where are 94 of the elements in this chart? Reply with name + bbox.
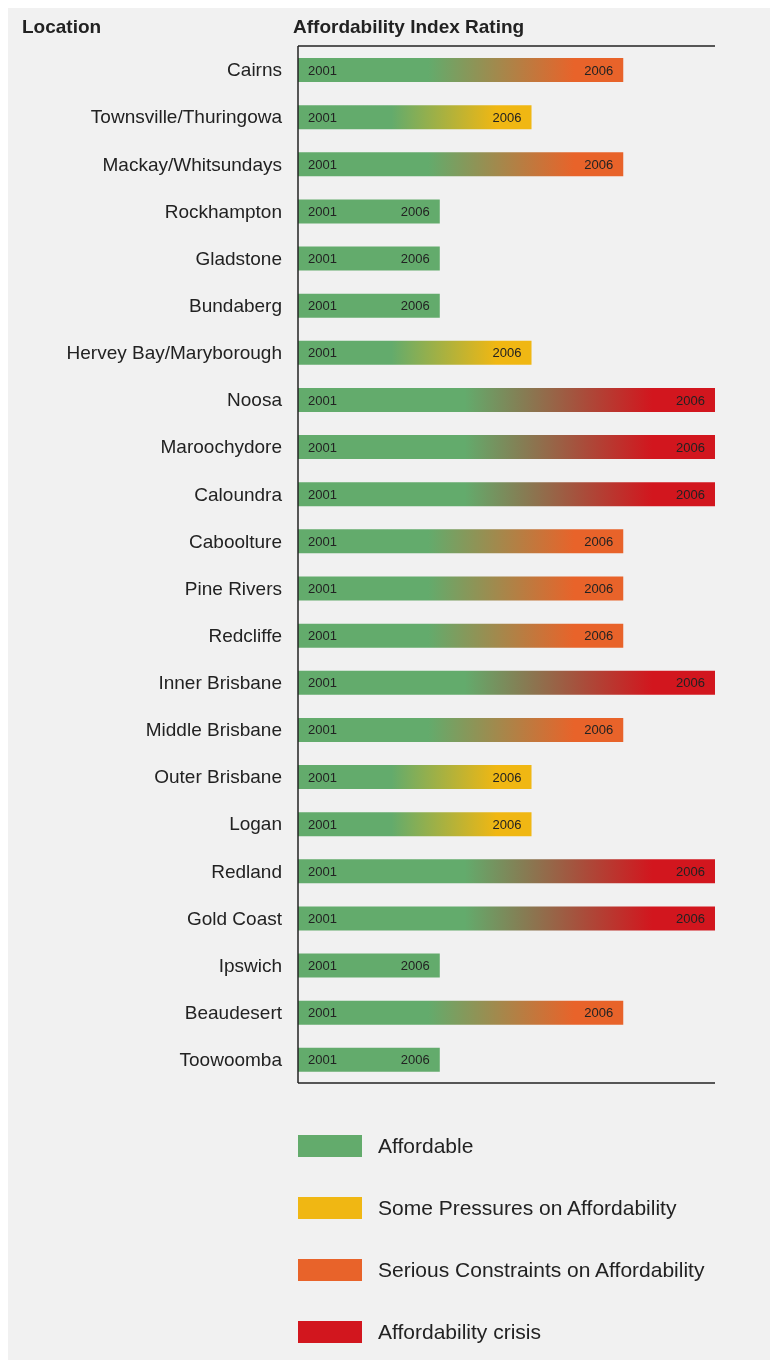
- annotation: 2006: [584, 581, 614, 597]
- bar: [298, 953, 440, 978]
- y-tick-label: Bundaberg: [189, 294, 282, 316]
- annotation: 2006: [400, 1052, 430, 1068]
- y-tick-label: Pine Rivers: [184, 577, 282, 599]
- bar: [298, 765, 532, 790]
- annotation: 2001: [308, 675, 337, 691]
- annotation: 2001: [308, 62, 337, 78]
- annotation: 2006: [584, 1005, 614, 1021]
- bar: [298, 717, 624, 742]
- annotation: 2006: [676, 863, 705, 879]
- bar: [298, 58, 624, 82]
- annotation: 2006: [400, 298, 430, 314]
- chart-title: Affordability Index Rating: [293, 16, 525, 38]
- bar: [298, 482, 715, 507]
- bar: [298, 199, 440, 224]
- annotation: 2001: [308, 533, 337, 549]
- annotation: 2001: [308, 863, 337, 879]
- bar: [298, 906, 715, 931]
- bar: [298, 105, 532, 130]
- annotation: 2006: [676, 392, 705, 408]
- bar: [298, 1000, 624, 1025]
- annotation: 2006: [584, 533, 614, 549]
- bar: [298, 152, 624, 177]
- y-tick-label: Logan: [229, 813, 282, 835]
- bar: [298, 1047, 440, 1072]
- bar: [298, 812, 532, 837]
- annotation: 2006: [584, 156, 614, 172]
- annotation: 2001: [308, 156, 337, 172]
- annotation: 2006: [400, 203, 430, 219]
- annotation: 2001: [308, 816, 337, 832]
- bar: [298, 340, 532, 365]
- y-tick-label: Redcliffe: [208, 624, 282, 646]
- annotation: 2001: [308, 911, 337, 927]
- annotation: 2006: [400, 958, 430, 974]
- annotation: 2001: [308, 251, 337, 267]
- annotation: 2001: [308, 722, 337, 738]
- annotation: 2001: [308, 581, 337, 597]
- y-tick-label: Inner Brisbane: [158, 672, 282, 694]
- legend-label: Affordability crisis: [378, 1320, 541, 1344]
- y-tick-label: Cairns: [227, 59, 282, 81]
- y-tick-label: Mackay/Whitsundays: [102, 153, 282, 175]
- annotation: 2006: [584, 722, 614, 738]
- annotation: 2001: [308, 203, 337, 219]
- annotation: 2006: [584, 628, 614, 644]
- y-tick-label: Beaudesert: [184, 1002, 283, 1024]
- bar: [298, 670, 715, 695]
- y-tick-label: Middle Brisbane: [145, 719, 282, 741]
- annotation: 2001: [308, 298, 337, 314]
- legend-label: Serious Constraints on Affordability: [378, 1258, 705, 1282]
- bar: [298, 293, 440, 318]
- y-tick-label: Outer Brisbane: [154, 766, 282, 788]
- y-tick-label: Toowoomba: [179, 1049, 283, 1071]
- y-tick-label: Redland: [211, 860, 282, 882]
- annotation: 2006: [492, 345, 522, 361]
- y-tick-label: Townsville/Thuringowa: [90, 106, 283, 128]
- annotation: 2006: [492, 816, 522, 832]
- bar: [298, 576, 624, 601]
- annotation: 2006: [492, 769, 522, 785]
- bar: [298, 623, 624, 648]
- annotation: 2006: [676, 675, 705, 691]
- y-axis-title: Location: [22, 16, 102, 38]
- annotation: 2001: [308, 109, 337, 125]
- bar: [298, 387, 715, 412]
- y-tick-label: Gladstone: [195, 247, 282, 269]
- annotation: 2001: [308, 1052, 337, 1068]
- bar: [298, 529, 624, 554]
- annotation: 2006: [676, 486, 705, 502]
- annotation: 2006: [676, 911, 705, 927]
- y-tick-label: Caloundra: [194, 483, 283, 505]
- annotation: 2006: [400, 251, 430, 267]
- annotation: 2001: [308, 1005, 337, 1021]
- y-tick-label: Ipswich: [218, 954, 282, 976]
- annotation: 2001: [308, 769, 337, 785]
- y-tick-label: Maroochydore: [160, 436, 282, 458]
- annotation: 2006: [676, 439, 705, 455]
- annotation: 2001: [308, 392, 337, 408]
- annotation: 2001: [308, 628, 337, 644]
- y-tick-label: Caboolture: [189, 530, 282, 552]
- bar: [298, 246, 440, 271]
- annotation: 2001: [308, 958, 337, 974]
- y-tick-label: Noosa: [227, 389, 283, 411]
- legend-label: Some Pressures on Affordability: [378, 1196, 677, 1220]
- annotation: 2006: [492, 109, 522, 125]
- annotation: 2001: [308, 439, 337, 455]
- bar: [298, 435, 715, 460]
- bar: [298, 859, 715, 884]
- y-tick-label: Hervey Bay/Maryborough: [66, 342, 282, 364]
- y-tick-label: Rockhampton: [164, 200, 282, 222]
- annotation: 2001: [308, 486, 337, 502]
- legend-label: Affordable: [378, 1134, 474, 1158]
- annotation: 2001: [308, 345, 337, 361]
- y-tick-label: Gold Coast: [186, 907, 283, 929]
- annotation: 2006: [584, 62, 614, 78]
